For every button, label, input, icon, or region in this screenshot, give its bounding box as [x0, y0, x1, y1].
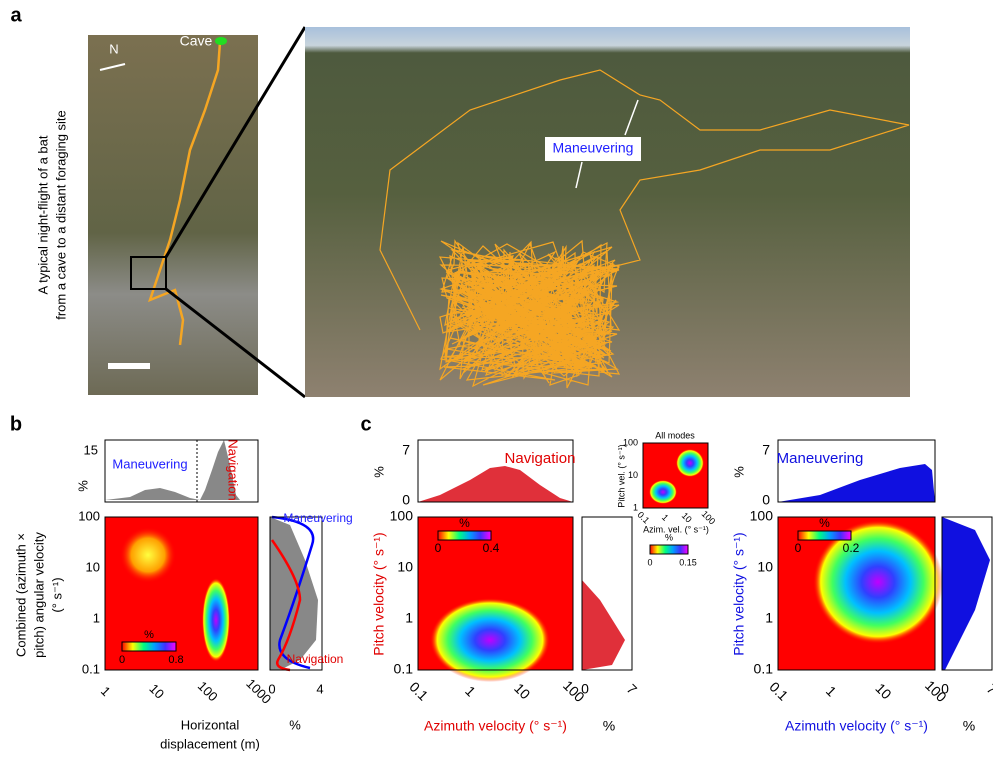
marginal-shape — [942, 517, 990, 670]
label: % — [731, 466, 746, 478]
x-tick-label: 10 — [146, 681, 167, 702]
label: Navigation — [226, 439, 241, 500]
label: pitch) angular velocity — [31, 532, 46, 658]
x-tick-label: 10 — [872, 680, 894, 702]
label: from a cave to a distant foraging site — [53, 110, 68, 320]
x-tick-label: 1 — [462, 683, 479, 700]
label: % — [289, 717, 301, 732]
label: 0 — [402, 492, 410, 508]
label: % — [144, 629, 154, 641]
label: Azim. vel. (° s⁻¹) — [643, 524, 709, 534]
label: 7 — [762, 442, 770, 458]
x-tick-label: 0.1 — [406, 679, 431, 704]
panel-label: b — [10, 413, 22, 435]
label: 0.4 — [483, 541, 500, 555]
label: 0 — [762, 492, 770, 508]
label: % — [819, 516, 830, 530]
x-tick-label: 1 — [98, 683, 114, 699]
label: N — [109, 41, 118, 56]
label: Cave — [180, 33, 213, 49]
page: {"panel_a": {"label": "a", "caption_line… — [0, 0, 993, 762]
label: Pitch velocity (° s⁻¹) — [731, 532, 747, 655]
heatmap-blob — [202, 578, 230, 662]
marginal-shape — [582, 580, 625, 670]
heatmap-blob — [120, 527, 176, 583]
y-tick-label: 1 — [633, 502, 638, 512]
label: Maneuvering — [777, 450, 864, 467]
panel-label: a — [10, 4, 22, 26]
colorbar — [438, 531, 491, 540]
label: Combined (azimuth × — [13, 533, 28, 657]
label: Azimuth velocity (° s⁻¹) — [424, 718, 567, 734]
label: 0 — [581, 681, 589, 697]
label: displacement (m) — [160, 736, 260, 751]
label: 0.15 — [679, 557, 697, 567]
label: % — [459, 516, 470, 530]
label: Navigation — [505, 450, 576, 467]
y-tick-label: 10 — [397, 559, 413, 575]
scale-bar — [108, 363, 150, 369]
marginal-shape — [270, 517, 318, 670]
cave-marker — [215, 37, 227, 45]
histogram-shape — [418, 466, 573, 502]
heatmap-blob — [676, 449, 704, 477]
label: 0.2 — [843, 541, 860, 555]
label: Maneuvering — [553, 140, 634, 156]
label: % — [963, 718, 975, 734]
figure: a N Cave Maneuvering A typical night-flight … — [0, 0, 993, 762]
y-tick-label: 100 — [78, 508, 100, 523]
label: Navigation — [287, 652, 344, 666]
colorbar — [122, 642, 176, 651]
x-tick-label: 1 — [660, 512, 671, 523]
label: 7 — [984, 681, 993, 698]
label: Pitch velocity (° s⁻¹) — [371, 532, 387, 655]
label: 4 — [316, 681, 323, 696]
y-tick-label: 1 — [93, 610, 100, 625]
label: 0 — [268, 681, 275, 696]
label: % — [75, 480, 90, 492]
label: 7 — [624, 681, 641, 698]
histogram-shape — [778, 464, 935, 502]
y-tick-label: 100 — [390, 508, 414, 524]
label: Maneuvering — [283, 511, 352, 525]
colorbar — [798, 531, 851, 540]
label: All modes — [655, 430, 695, 440]
panel-label: c — [360, 413, 371, 435]
label: 0 — [119, 654, 125, 666]
x-tick-label: 0.1 — [766, 679, 791, 704]
x-tick-label: 1 — [823, 683, 840, 700]
colorbar — [650, 545, 688, 554]
x-tick-label: 100 — [195, 678, 221, 704]
y-tick-label: 0.1 — [394, 661, 414, 677]
label: % — [603, 718, 615, 734]
y-tick-label: 10 — [757, 559, 773, 575]
label: 7 — [402, 442, 410, 458]
y-tick-label: 1 — [405, 610, 413, 626]
heatmap-blob — [649, 480, 677, 504]
x-tick-label: 10 — [680, 510, 694, 524]
y-tick-label: 10 — [86, 559, 100, 574]
label: 0.8 — [168, 654, 183, 666]
label: 0 — [647, 557, 652, 567]
heatmap-blob — [430, 598, 550, 682]
label: (° s⁻¹) — [49, 577, 64, 612]
label: 0 — [941, 681, 949, 697]
x-tick-label: 10 — [511, 680, 533, 702]
label: Horizontal — [181, 717, 240, 732]
label: % — [371, 466, 386, 478]
label: Pitch vel. (° s⁻¹) — [616, 444, 626, 507]
y-tick-label: 10 — [628, 470, 638, 480]
label: % — [665, 532, 673, 542]
terrain-image — [305, 27, 910, 397]
label: Maneuvering — [112, 456, 187, 471]
y-tick-label: 1 — [765, 610, 773, 626]
y-tick-label: 100 — [750, 508, 774, 524]
label: 15 — [84, 442, 98, 457]
label: Azimuth velocity (° s⁻¹) — [785, 718, 928, 734]
label: 0 — [795, 541, 802, 555]
label: 0 — [435, 541, 442, 555]
label: A typical night-flight of a bat — [35, 135, 50, 294]
y-tick-label: 0.1 — [754, 661, 774, 677]
y-tick-label: 0.1 — [82, 661, 100, 676]
